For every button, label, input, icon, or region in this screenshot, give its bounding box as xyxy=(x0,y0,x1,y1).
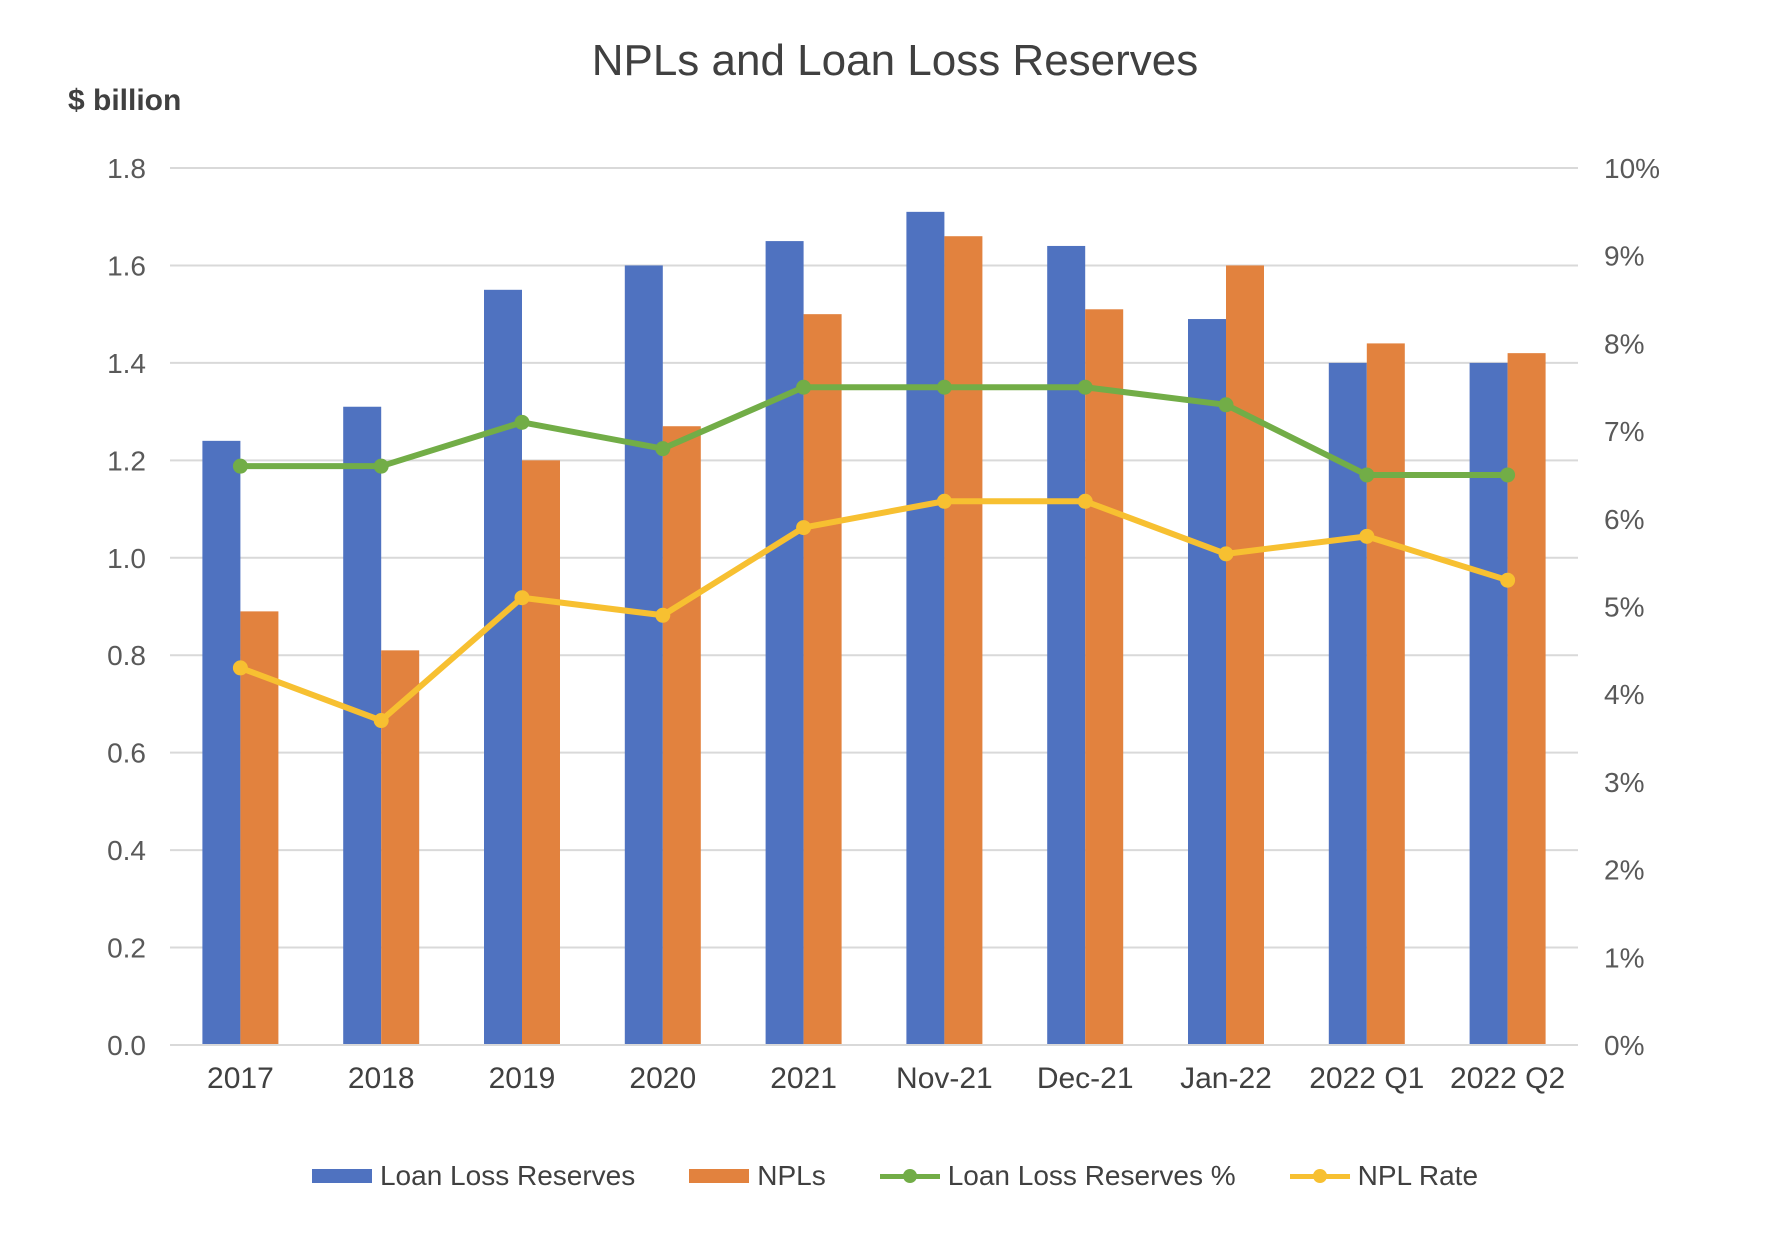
x-tick-label: Dec-21 xyxy=(1037,1062,1134,1095)
bar xyxy=(1047,245,1086,1045)
bar xyxy=(624,265,663,1045)
right-axis-ticks: 0% 1% 2% 3% 4% 5% 6% 7% 8% 9% 10% xyxy=(1604,153,1660,1061)
legend-label-loan-loss-reserves: Loan Loss Reserves xyxy=(379,1160,636,1191)
y2-tick-label: 10% xyxy=(1604,153,1660,184)
y-tick-label: 0.4 xyxy=(107,835,146,866)
x-tick-label: 2018 xyxy=(348,1062,415,1095)
legend-label-loan-loss-reserves-pct: Loan Loss Reserves % xyxy=(947,1160,1236,1191)
bar xyxy=(906,211,945,1046)
bar xyxy=(803,314,842,1046)
legend-item-loan-loss-reserves-pct: Loan Loss Reserves % xyxy=(879,1160,1236,1192)
y2-tick-label: 1% xyxy=(1604,942,1644,973)
y-tick-label: 0.8 xyxy=(107,640,146,671)
y-tick-label: 1.4 xyxy=(107,348,146,379)
line-series xyxy=(232,379,1516,729)
line-point xyxy=(1077,493,1093,509)
bar xyxy=(240,611,279,1045)
line-point xyxy=(373,713,389,729)
bar xyxy=(765,241,804,1046)
line-point xyxy=(1218,397,1234,413)
line-point xyxy=(936,379,952,395)
x-tick-label: 2022 Q1 xyxy=(1309,1062,1424,1095)
bar xyxy=(662,426,701,1045)
x-axis-ticks: 2017 2018 2019 2020 2021 Nov-21 Dec-21 Jan-22 20… xyxy=(207,1062,1565,1095)
y2-tick-label: 6% xyxy=(1604,504,1644,535)
legend-swatch-npls xyxy=(689,1169,750,1183)
legend-item-npls: NPLs xyxy=(689,1160,826,1192)
line-point xyxy=(655,607,671,623)
x-tick-label: 2020 xyxy=(629,1062,696,1095)
y-axis-unit-label: $ billion xyxy=(68,84,182,117)
line-point xyxy=(373,458,389,474)
y-tick-label: 1.0 xyxy=(107,543,146,574)
bar xyxy=(202,440,241,1045)
bar xyxy=(1085,309,1124,1045)
legend-label-npl-rate: NPL Rate xyxy=(1357,1160,1479,1191)
line-point xyxy=(232,660,248,676)
bar xyxy=(1469,362,1508,1045)
y-tick-label: 1.8 xyxy=(107,153,146,184)
legend: Loan Loss Reserves NPLs Loan Loss Reserv… xyxy=(0,1160,1790,1192)
legend-item-loan-loss-reserves: Loan Loss Reserves xyxy=(311,1160,636,1192)
x-tick-label: 2019 xyxy=(489,1062,556,1095)
bar xyxy=(484,289,522,1045)
x-tick-label: Nov-21 xyxy=(896,1062,993,1095)
line-point xyxy=(1359,467,1375,483)
legend-swatch-loan-loss-reserves xyxy=(311,1169,372,1183)
y-tick-label: 0.0 xyxy=(107,1030,146,1061)
line-point xyxy=(1359,528,1375,544)
bars xyxy=(202,211,1546,1046)
legend-swatch-loan-loss-reserves-pct xyxy=(879,1169,940,1183)
y-tick-label: 0.6 xyxy=(107,738,146,769)
line-point xyxy=(796,379,812,395)
bar xyxy=(944,236,983,1045)
y-tick-label: 1.2 xyxy=(107,445,146,476)
x-tick-label: 2021 xyxy=(770,1062,837,1095)
line-point xyxy=(1077,379,1093,395)
x-tick-label: 2022 Q2 xyxy=(1450,1062,1565,1095)
bar xyxy=(522,460,560,1045)
y-tick-label: 0.2 xyxy=(107,933,146,964)
line-point xyxy=(655,441,671,457)
y2-tick-label: 2% xyxy=(1604,855,1644,886)
x-tick-label: Jan-22 xyxy=(1180,1062,1272,1095)
y2-tick-label: 3% xyxy=(1604,767,1644,798)
y2-tick-label: 7% xyxy=(1604,416,1644,447)
line-point xyxy=(1218,546,1234,562)
y2-tick-label: 8% xyxy=(1604,328,1644,359)
legend-label-npls: NPLs xyxy=(757,1160,826,1191)
series-line xyxy=(237,384,1511,478)
line-point xyxy=(514,414,530,430)
line-point xyxy=(796,520,812,536)
bar xyxy=(1366,343,1405,1045)
bar xyxy=(1188,319,1226,1045)
line-point xyxy=(514,590,530,606)
line-point xyxy=(1500,572,1516,588)
y2-tick-label: 0% xyxy=(1604,1030,1644,1061)
bar xyxy=(381,650,420,1045)
line-point xyxy=(232,458,248,474)
line-point xyxy=(936,493,952,509)
y2-tick-label: 9% xyxy=(1604,241,1644,272)
line-point xyxy=(1500,467,1516,483)
left-axis-ticks: 0.0 0.2 0.4 0.6 0.8 1.0 1.2 1.4 1.6 1.8 xyxy=(107,153,146,1061)
chart-title: NPLs and Loan Loss Reserves xyxy=(591,36,1199,85)
legend-item-npl-rate: NPL Rate xyxy=(1289,1160,1479,1192)
x-tick-label: 2017 xyxy=(207,1062,274,1095)
legend-swatch-npl-rate xyxy=(1289,1169,1350,1183)
y2-tick-label: 4% xyxy=(1604,679,1644,710)
bar xyxy=(1226,265,1264,1045)
series-line xyxy=(237,498,1511,724)
bar xyxy=(1507,353,1546,1046)
y-tick-label: 1.6 xyxy=(107,250,146,281)
bar xyxy=(343,406,382,1045)
y2-tick-label: 5% xyxy=(1604,592,1644,623)
